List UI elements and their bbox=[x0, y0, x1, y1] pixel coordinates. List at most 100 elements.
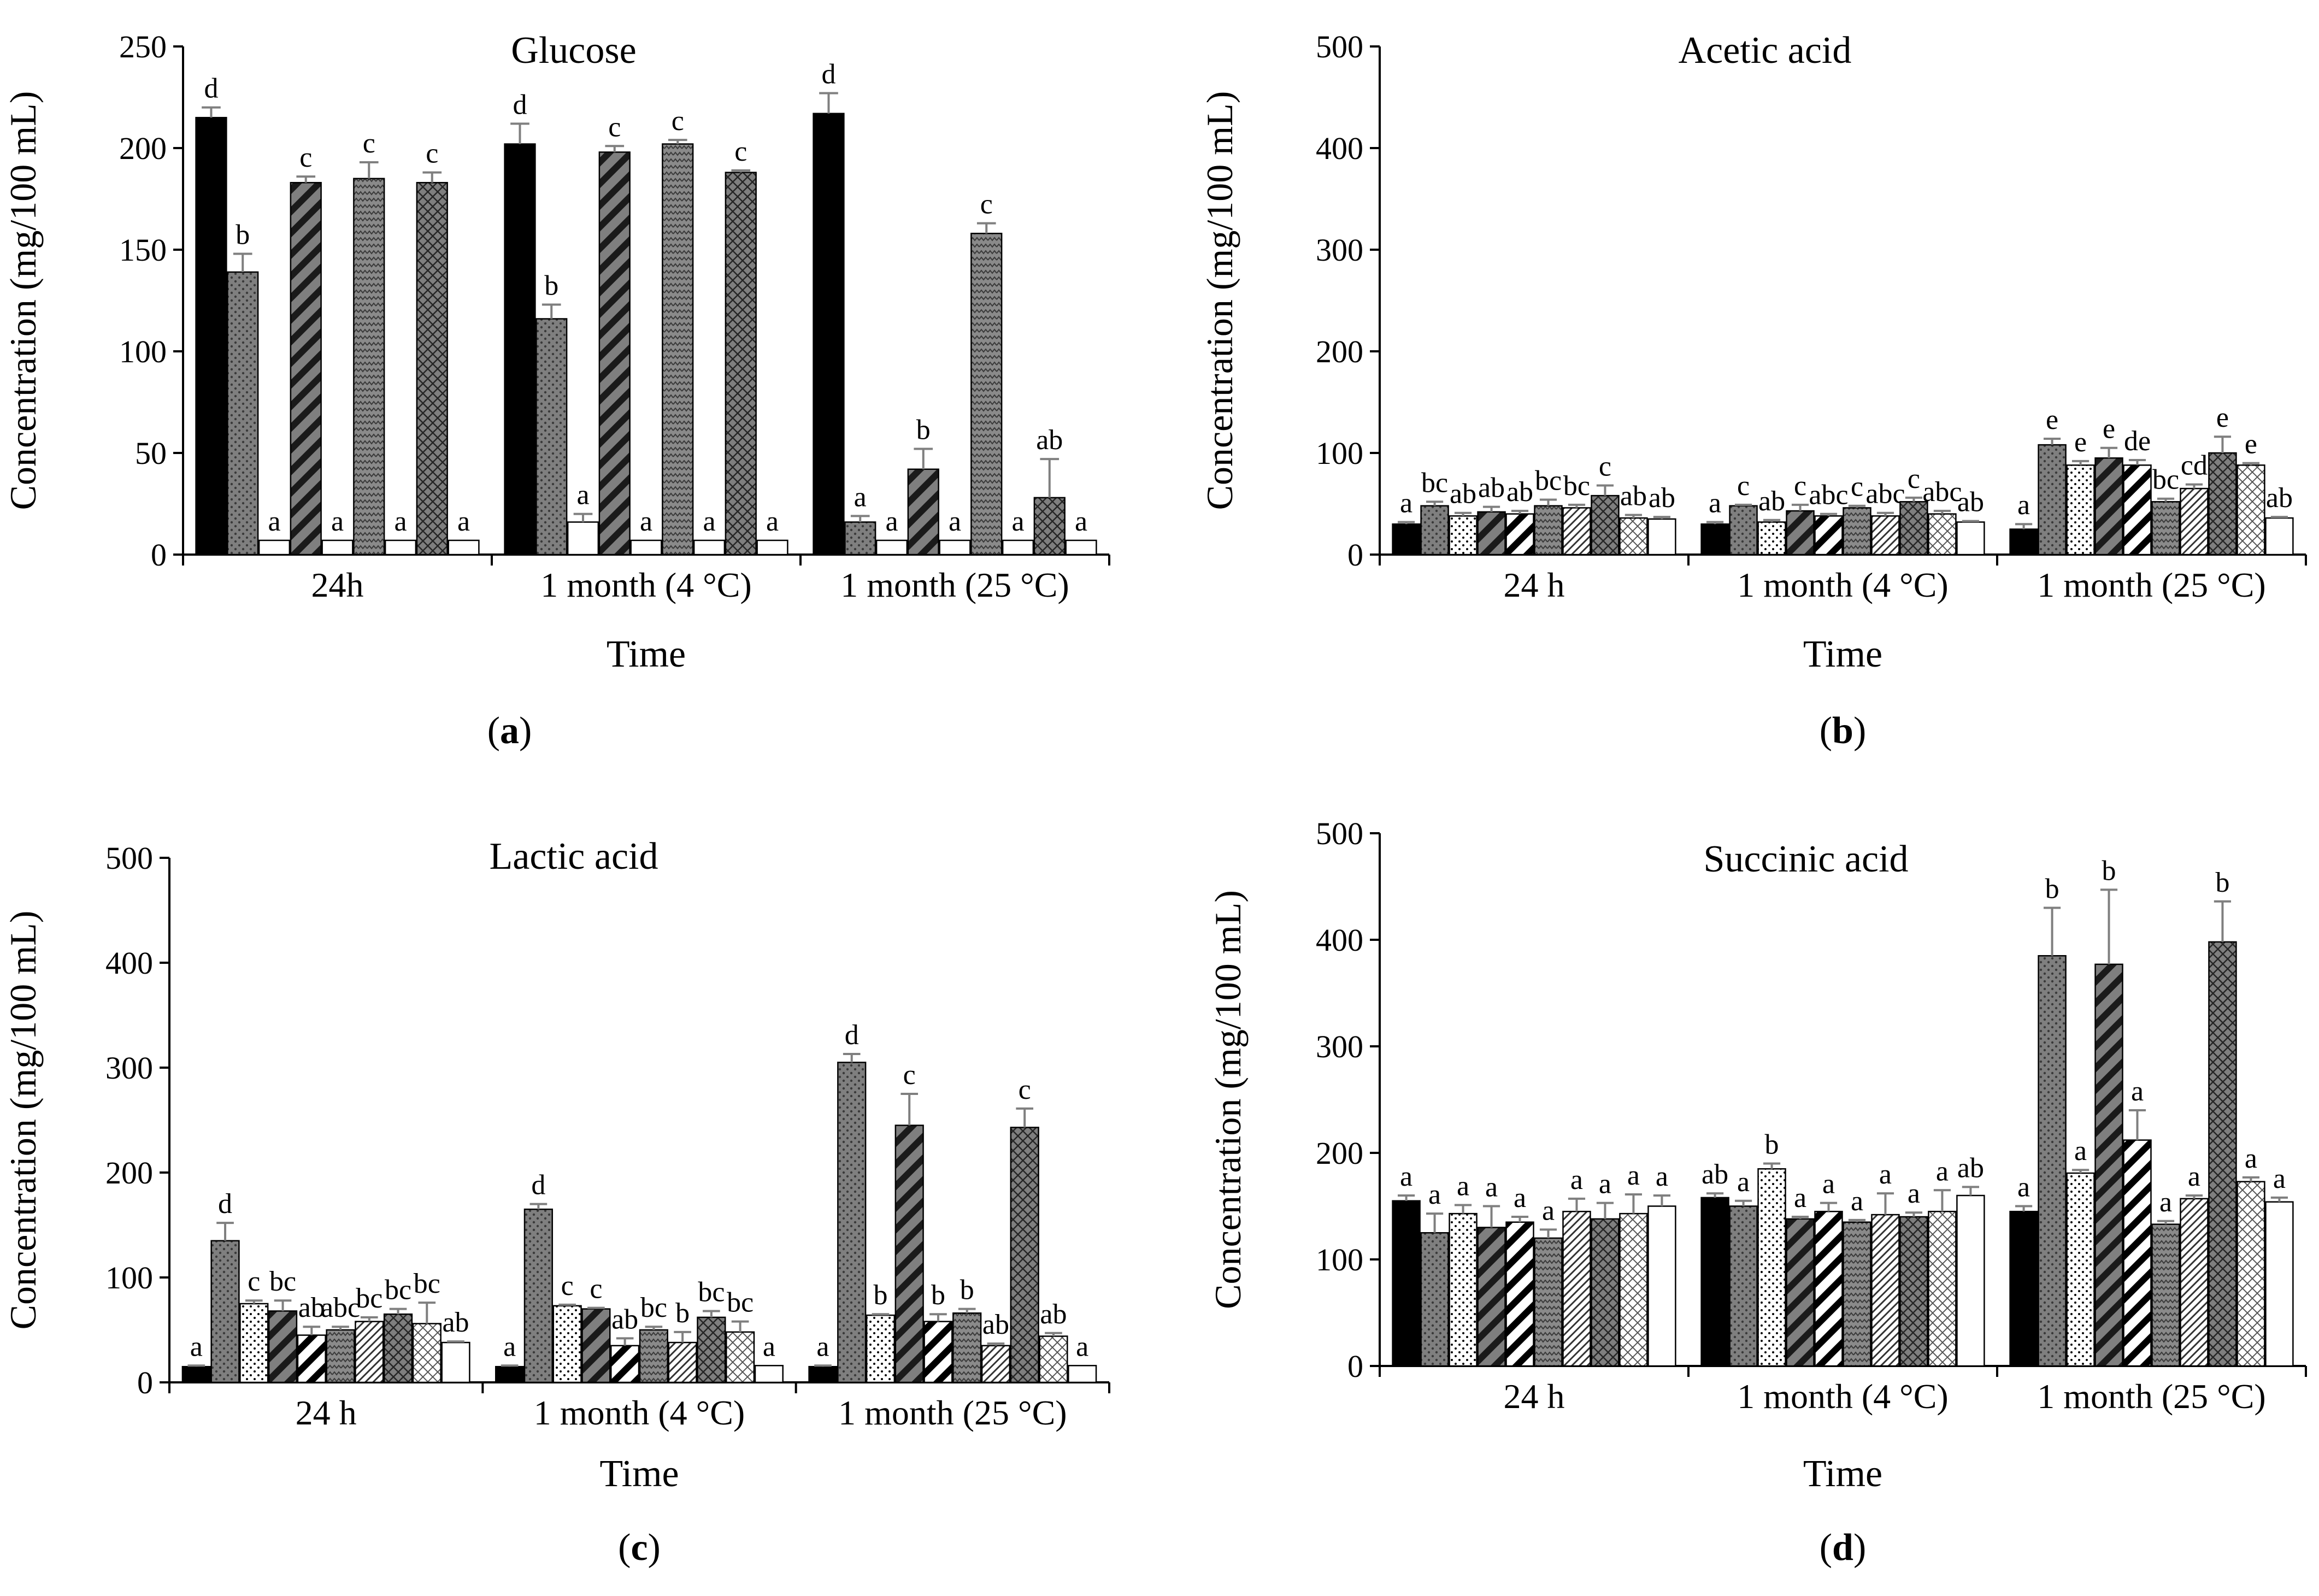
significance-letter: b bbox=[544, 270, 558, 301]
bar-S2-1 bbox=[1729, 1205, 1758, 1367]
x-axis-label: Time bbox=[599, 1453, 679, 1495]
bar-S10-0 bbox=[441, 1341, 470, 1383]
significance-letter: abc bbox=[321, 1292, 360, 1323]
bar-S7-2 bbox=[2180, 1198, 2209, 1367]
significance-letter: abc bbox=[1865, 479, 1905, 510]
significance-letter: c bbox=[734, 136, 747, 167]
significance-letter: a bbox=[2017, 490, 2030, 521]
significance-letter: d bbox=[218, 1188, 232, 1220]
bar-S9-0 bbox=[412, 1323, 442, 1383]
bar-S5-1 bbox=[1814, 1211, 1843, 1367]
significance-letter: ab bbox=[1758, 486, 1785, 517]
bar-S3-2 bbox=[2066, 464, 2095, 556]
significance-letter: bc bbox=[640, 1292, 667, 1323]
category-label: 24 h bbox=[1504, 566, 1565, 604]
significance-letter: b bbox=[2045, 874, 2059, 905]
significance-letter: e bbox=[2046, 404, 2058, 435]
bar-S5-0 bbox=[1505, 1221, 1534, 1367]
y-tick-label: 500 bbox=[105, 840, 153, 876]
significance-letter: c bbox=[1794, 470, 1806, 502]
bar-S2-1 bbox=[1729, 505, 1758, 556]
significance-letter: a bbox=[703, 506, 715, 537]
significance-letter: bc bbox=[1535, 466, 1562, 497]
significance-letter: a bbox=[2188, 1161, 2200, 1192]
significance-letter: c bbox=[590, 1274, 602, 1305]
significance-letter: ab bbox=[2266, 482, 2293, 514]
significance-letter: a bbox=[457, 506, 470, 537]
y-tick-label: 200 bbox=[1316, 334, 1363, 369]
significance-letter: c bbox=[248, 1266, 260, 1297]
significance-letter: b bbox=[236, 219, 250, 250]
significance-letter: ab bbox=[611, 1304, 638, 1335]
bar-S5-1 bbox=[610, 1345, 640, 1383]
y-axis-label: Concentration (mg/100 mL) bbox=[2, 91, 44, 510]
x-axis-label: Time bbox=[1803, 633, 1882, 675]
significance-letter: ab bbox=[1649, 482, 1675, 514]
bar-S1-0 bbox=[195, 116, 227, 556]
y-tick-label: 0 bbox=[1347, 537, 1363, 573]
bar-S6-2 bbox=[952, 1312, 982, 1383]
category-label: 24h bbox=[311, 566, 364, 604]
significance-letter: bc bbox=[698, 1276, 725, 1308]
bar-S5-0 bbox=[1505, 513, 1534, 556]
bar-S2-2 bbox=[2038, 444, 2067, 556]
significance-letter: c bbox=[980, 189, 993, 220]
bar-S1-0 bbox=[1392, 1200, 1421, 1367]
y-tick-label: 100 bbox=[119, 334, 167, 369]
bar-S6-0 bbox=[1534, 505, 1563, 556]
y-tick-label: 300 bbox=[105, 1050, 153, 1086]
significance-letter: a bbox=[2159, 1187, 2172, 1218]
bar-S2-0 bbox=[1420, 1232, 1449, 1367]
category-label: 24 h bbox=[296, 1393, 357, 1432]
y-tick-label: 100 bbox=[1316, 435, 1363, 471]
significance-letter: ab bbox=[1957, 1152, 1984, 1183]
bar-S7-2 bbox=[1002, 539, 1034, 556]
significance-letter: c bbox=[1851, 472, 1863, 503]
significance-letter: a bbox=[503, 1331, 516, 1362]
significance-letter: a bbox=[1879, 1159, 1892, 1190]
category-label: 1 month (25 °C) bbox=[2037, 1377, 2265, 1416]
bar-S9-1 bbox=[1928, 513, 1957, 556]
bar-S5-2 bbox=[2123, 464, 2152, 556]
significance-letter: ab bbox=[442, 1307, 469, 1338]
significance-letter: a bbox=[190, 1331, 203, 1362]
y-tick-label: 400 bbox=[1316, 131, 1363, 166]
significance-letter: c bbox=[299, 142, 312, 173]
x-axis-label: Time bbox=[607, 633, 686, 675]
significance-letter: a bbox=[2074, 1135, 2087, 1167]
bar-S5-2 bbox=[923, 1321, 953, 1383]
bar-S10-2 bbox=[2265, 1201, 2294, 1367]
x-axis-label: Time bbox=[1803, 1453, 1882, 1495]
significance-letter: a bbox=[1936, 1156, 1949, 1187]
bar-S7-2 bbox=[981, 1345, 1011, 1383]
bar-S4-2 bbox=[2094, 457, 2123, 556]
bar-S10-1 bbox=[754, 1365, 784, 1383]
significance-letter: c bbox=[426, 138, 438, 169]
bar-S8-0 bbox=[416, 181, 448, 556]
bar-S10-0 bbox=[1647, 1205, 1676, 1367]
bar-S2-1 bbox=[535, 318, 568, 556]
bar-S1-2 bbox=[2009, 1211, 2038, 1367]
bar-S4-2 bbox=[894, 1124, 924, 1383]
significance-letter: a bbox=[885, 506, 898, 537]
bar-S4-0 bbox=[1477, 1227, 1506, 1367]
bar-S3-2 bbox=[866, 1314, 896, 1383]
significance-letter: bc bbox=[385, 1275, 411, 1306]
significance-letter: a bbox=[2245, 1143, 2257, 1174]
significance-letter: ab bbox=[1036, 425, 1063, 456]
significance-letter: a bbox=[1400, 1161, 1412, 1192]
bar-S10-0 bbox=[1647, 518, 1676, 556]
significance-letter: cd bbox=[2181, 450, 2208, 481]
bar-S10-1 bbox=[1956, 521, 1985, 556]
bar-S3-0 bbox=[258, 539, 291, 556]
significance-letter: a bbox=[1400, 487, 1412, 519]
y-tick-label: 50 bbox=[135, 435, 167, 471]
bar-S7-2 bbox=[2180, 487, 2209, 556]
bar-S6-0 bbox=[326, 1329, 355, 1383]
bar-S1-2 bbox=[813, 113, 845, 556]
y-tick-label: 0 bbox=[151, 537, 167, 573]
bar-S1-0 bbox=[1392, 523, 1421, 556]
significance-letter: e bbox=[2074, 427, 2087, 458]
significance-letter: c bbox=[608, 111, 621, 143]
